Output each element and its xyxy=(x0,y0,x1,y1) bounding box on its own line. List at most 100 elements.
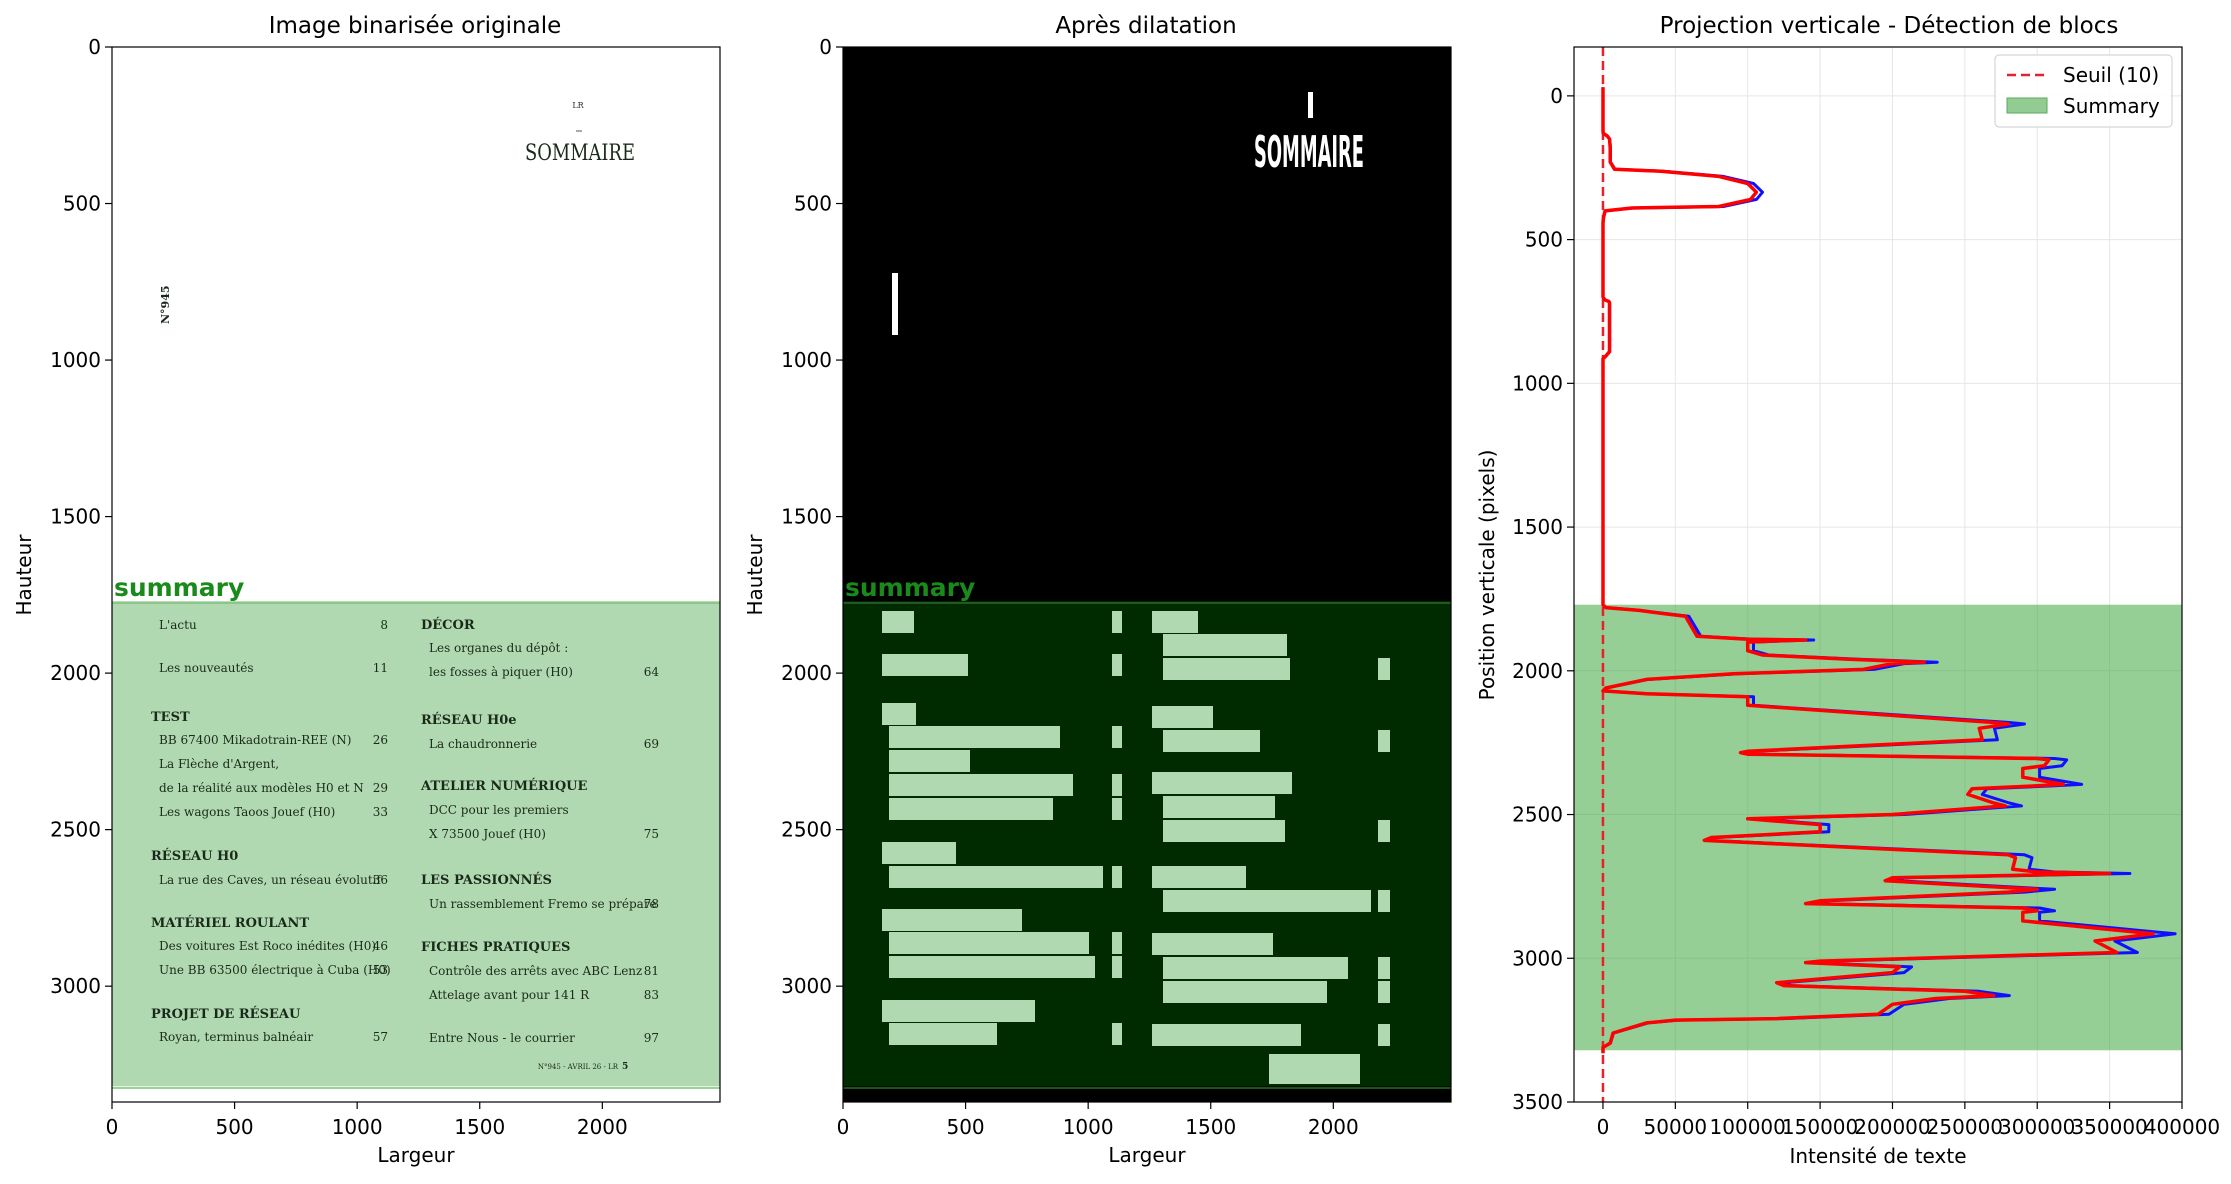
right-entry-page: 97 xyxy=(644,1031,659,1045)
dilated-right-page-blob xyxy=(1378,981,1390,1003)
dilated-right-text-blob xyxy=(1163,957,1348,979)
right-entry-page: 81 xyxy=(644,964,659,978)
x-tick-label: 50000 xyxy=(1644,1115,1708,1139)
dilated-left-page-blob xyxy=(1112,654,1122,676)
y-tick-label: 1000 xyxy=(50,348,101,372)
x-tick-label: 1500 xyxy=(454,1115,505,1139)
right-entry-text: FICHES PRATIQUES xyxy=(421,940,570,955)
left-entry-text: BB 67400 Mikadotrain-REE (N) xyxy=(159,733,351,747)
panel1-x-label: Largeur xyxy=(377,1143,455,1167)
left-entry-page: 29 xyxy=(373,781,388,795)
dilated-left-text-blob xyxy=(882,1000,1035,1022)
doc-left-column: L'actu 8 Les nouveautés 11 TEST BB 67400 Mika… xyxy=(151,618,391,1044)
y-tick-label: 2000 xyxy=(50,661,101,685)
dilated-right-text-blob xyxy=(1152,611,1198,633)
y-tick-label: 2000 xyxy=(781,661,832,685)
panel-vertical-projection: Projection verticale - Détection de bloc… xyxy=(1475,13,2220,1168)
right-entry-text: DÉCOR xyxy=(421,617,475,633)
y-tick-label: 3000 xyxy=(1512,946,1563,970)
left-entry-text: Royan, terminus balnéair xyxy=(159,1030,313,1044)
dilated-left-text-blob xyxy=(889,1023,997,1045)
right-entry-page: 78 xyxy=(644,897,659,911)
dilated-right-text-blob xyxy=(1152,1024,1301,1046)
doc-footer-page: 5 xyxy=(622,1062,628,1072)
summary-region-label: summary xyxy=(114,573,244,602)
panel2-y-label: Hauteur xyxy=(743,534,767,616)
panel1-frame xyxy=(111,46,721,1103)
panel3-title: Projection verticale - Détection de bloc… xyxy=(1660,13,2119,39)
panel2-x-label: Largeur xyxy=(1108,1143,1186,1167)
dilated-left-page-blob xyxy=(1112,798,1122,820)
panel1-y-ticks: 0 500 1000 1500 2000 2500 3000 xyxy=(50,35,112,998)
y-tick-label: 0 xyxy=(1550,84,1563,108)
dilated-left-text-blob xyxy=(882,611,914,633)
y-tick-label: 500 xyxy=(794,192,832,216)
x-tick-label: 0 xyxy=(837,1115,850,1139)
y-tick-label: 2500 xyxy=(50,818,101,842)
left-entry-text: La rue des Caves, un réseau évolutif xyxy=(159,873,382,887)
panel1-y-label: Hauteur xyxy=(12,534,36,616)
y-tick-label: 2000 xyxy=(1512,659,1563,683)
right-entry-text: Un rassemblement Fremo se prépare xyxy=(429,897,657,911)
left-entry-text: Les wagons Taoos Jouef (H0) xyxy=(159,805,335,819)
x-tick-label: 500 xyxy=(215,1115,253,1139)
left-entry-page: 8 xyxy=(380,618,388,632)
dilated-right-page-blob xyxy=(1378,1024,1390,1046)
right-entry-text: RÉSEAU H0e xyxy=(421,712,517,728)
x-tick-label: 300000 xyxy=(1999,1115,2075,1139)
panel-original-image: Image binarisée originale summary LR SOM… xyxy=(12,13,721,1167)
x-tick-label: 350000 xyxy=(2071,1115,2147,1139)
panel-dilated-image: Après dilatation summary SOMMAIRE 0 500 10… xyxy=(743,13,1452,1167)
y-tick-label: 1500 xyxy=(50,505,101,529)
left-entry-page: 53 xyxy=(373,963,388,977)
dilated-right-page-blob xyxy=(1378,820,1390,842)
x-tick-label: 2000 xyxy=(577,1115,628,1139)
left-entry-page: 46 xyxy=(373,939,388,953)
left-entry-text: La Flèche d'Argent, xyxy=(159,757,279,771)
left-entry-text: TEST xyxy=(151,710,190,725)
dilated-right-page-blob xyxy=(1378,890,1390,912)
x-tick-label: 0 xyxy=(106,1115,119,1139)
dilated-left-page-blob xyxy=(1112,611,1122,633)
left-entry-text: RÉSEAU H0 xyxy=(151,848,238,864)
dilated-left-text-blob xyxy=(889,956,1095,978)
x-tick-label: 400000 xyxy=(2144,1115,2220,1139)
x-tick-label: 250000 xyxy=(1927,1115,2003,1139)
dilated-right-text-blob xyxy=(1163,796,1275,818)
left-entry-text: Une BB 63500 électrique à Cuba (H0) xyxy=(159,963,391,977)
panel2-y-ticks: 0 500 1000 1500 2000 2500 3000 xyxy=(781,35,843,998)
y-tick-label: 1000 xyxy=(781,348,832,372)
dilated-right-text-blob xyxy=(1152,866,1246,888)
dilated-left-text-blob xyxy=(889,750,970,772)
right-entry-text: Contrôle des arrêts avec ABC Lenz xyxy=(429,964,642,978)
y-tick-label: 3500 xyxy=(1512,1090,1563,1114)
left-entry-page: 33 xyxy=(373,805,388,819)
legend-summary-swatch xyxy=(2006,97,2048,114)
y-tick-label: 3000 xyxy=(50,974,101,998)
dilated-left-text-blob xyxy=(882,909,1022,931)
y-tick-label: 0 xyxy=(88,35,101,59)
y-tick-label: 3000 xyxy=(781,974,832,998)
doc-footer: N°945 - AVRIL 26 - LR xyxy=(538,1063,619,1071)
left-entry-text: MATÉRIEL ROULANT xyxy=(151,915,309,931)
dilated-left-page-blob xyxy=(1112,956,1122,978)
dilated-right-text-blob xyxy=(1163,890,1371,912)
x-tick-label: 200000 xyxy=(1854,1115,1930,1139)
summary-highlight-region xyxy=(112,601,720,1087)
dilated-right-page-blob xyxy=(1378,957,1390,979)
left-entry-page: 57 xyxy=(373,1030,388,1044)
left-entry-page: 26 xyxy=(373,733,388,747)
panel2-x-ticks: 0 500 1000 1500 2000 xyxy=(837,1102,1359,1139)
dilated-right-text-blob xyxy=(1163,981,1327,1003)
left-entry-text: PROJET DE RÉSEAU xyxy=(151,1006,301,1022)
panel3-y-label: Position verticale (pixels) xyxy=(1475,450,1499,701)
dilated-right-page-blob xyxy=(1378,730,1390,752)
right-entry-text: LES PASSIONNÉS xyxy=(421,872,552,888)
summary-block-span xyxy=(1574,604,2182,1051)
dilated-right-text-blob xyxy=(1152,706,1213,728)
y-tick-label: 1500 xyxy=(1512,515,1563,539)
left-entry-page: 11 xyxy=(373,661,388,675)
x-tick-label: 1000 xyxy=(1063,1115,1114,1139)
y-tick-label: 2500 xyxy=(1512,803,1563,827)
